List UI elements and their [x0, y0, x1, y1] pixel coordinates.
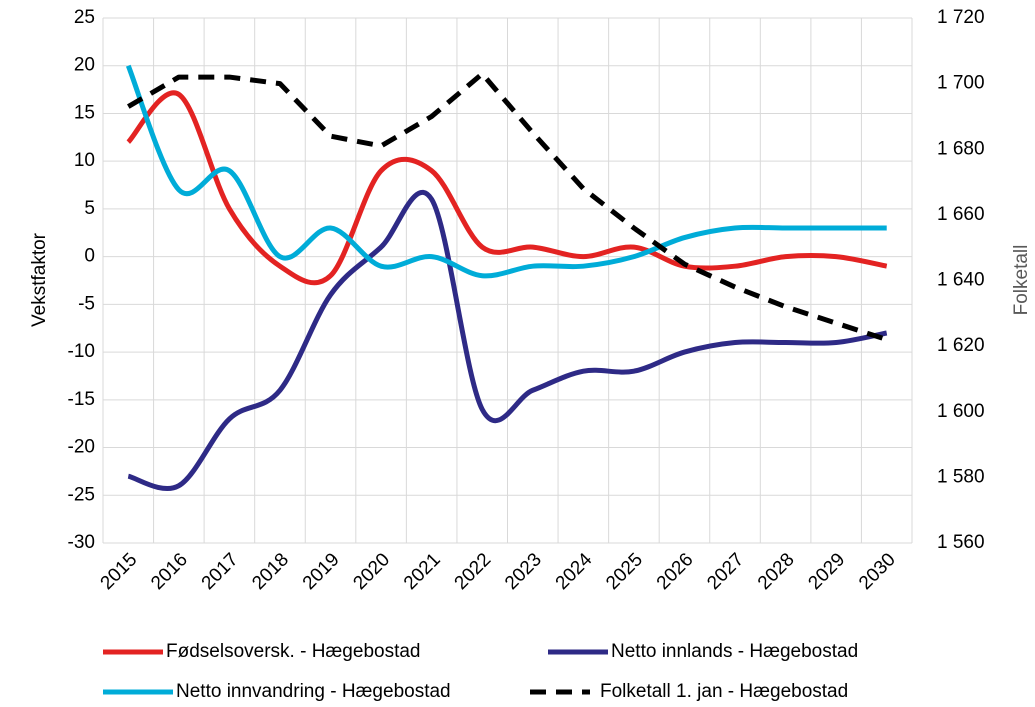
y2-tick-label: 1 680 [937, 138, 985, 159]
x-tick-label: 2020 [349, 549, 394, 594]
y2-tick-label: 1 600 [937, 401, 985, 422]
y-tick-label: 0 [84, 246, 95, 267]
y-tick-label: 5 [84, 198, 95, 219]
x-tick-label: 2021 [400, 549, 445, 594]
y-tick-label: 15 [74, 102, 95, 123]
x-tick-label: 2028 [754, 549, 799, 594]
y-tick-label: -20 [68, 437, 95, 458]
legend-label: Netto innlands - Hægebostad [611, 641, 858, 662]
y2-tick-label: 1 560 [937, 532, 985, 553]
y-tick-label: -30 [68, 532, 95, 553]
x-tick-label: 2018 [248, 549, 293, 594]
x-tick-label: 2027 [703, 549, 748, 594]
y2-tick-label: 1 580 [937, 466, 985, 487]
y-tick-label: -10 [68, 341, 95, 362]
x-tick-label: 2029 [804, 549, 849, 594]
legend-label: Netto innvandring - Hægebostad [176, 681, 451, 702]
series-line [127, 71, 888, 342]
x-tick-label: 2022 [451, 549, 496, 594]
y-tick-label: 10 [74, 150, 95, 171]
y-tick-label: -25 [68, 484, 95, 505]
series-line [127, 189, 888, 491]
legend-label: Folketall 1. jan - Hægebostad [600, 681, 848, 702]
series-line [125, 64, 887, 279]
y-tick-label: 20 [74, 55, 95, 76]
y2-tick-label: 1 620 [937, 335, 985, 356]
x-tick-label: 2015 [97, 549, 142, 594]
y2-tick-label: 1 640 [937, 270, 985, 291]
series-line [126, 90, 888, 286]
y2-axis-title: Folketall [1011, 245, 1032, 316]
x-tick-label: 2030 [855, 549, 900, 594]
y2-tick-label: 1 660 [937, 204, 985, 225]
y2-tick-label: 1 720 [937, 7, 985, 28]
y2-tick-label: 1 700 [937, 73, 985, 94]
x-tick-label: 2017 [198, 549, 243, 594]
y-tick-label: -5 [78, 293, 95, 314]
y-tick-label: 25 [74, 7, 95, 28]
x-tick-label: 2025 [602, 549, 647, 594]
x-tick-label: 2019 [299, 549, 344, 594]
x-tick-label: 2016 [147, 549, 192, 594]
x-tick-label: 2023 [501, 549, 546, 594]
y-axis-title: Vekstfaktor [29, 232, 50, 327]
legend-label: Fødselsoversk. - Hægebostad [166, 641, 421, 662]
x-tick-label: 2026 [653, 549, 698, 594]
x-tick-label: 2024 [552, 549, 597, 594]
y-tick-label: -15 [68, 389, 95, 410]
